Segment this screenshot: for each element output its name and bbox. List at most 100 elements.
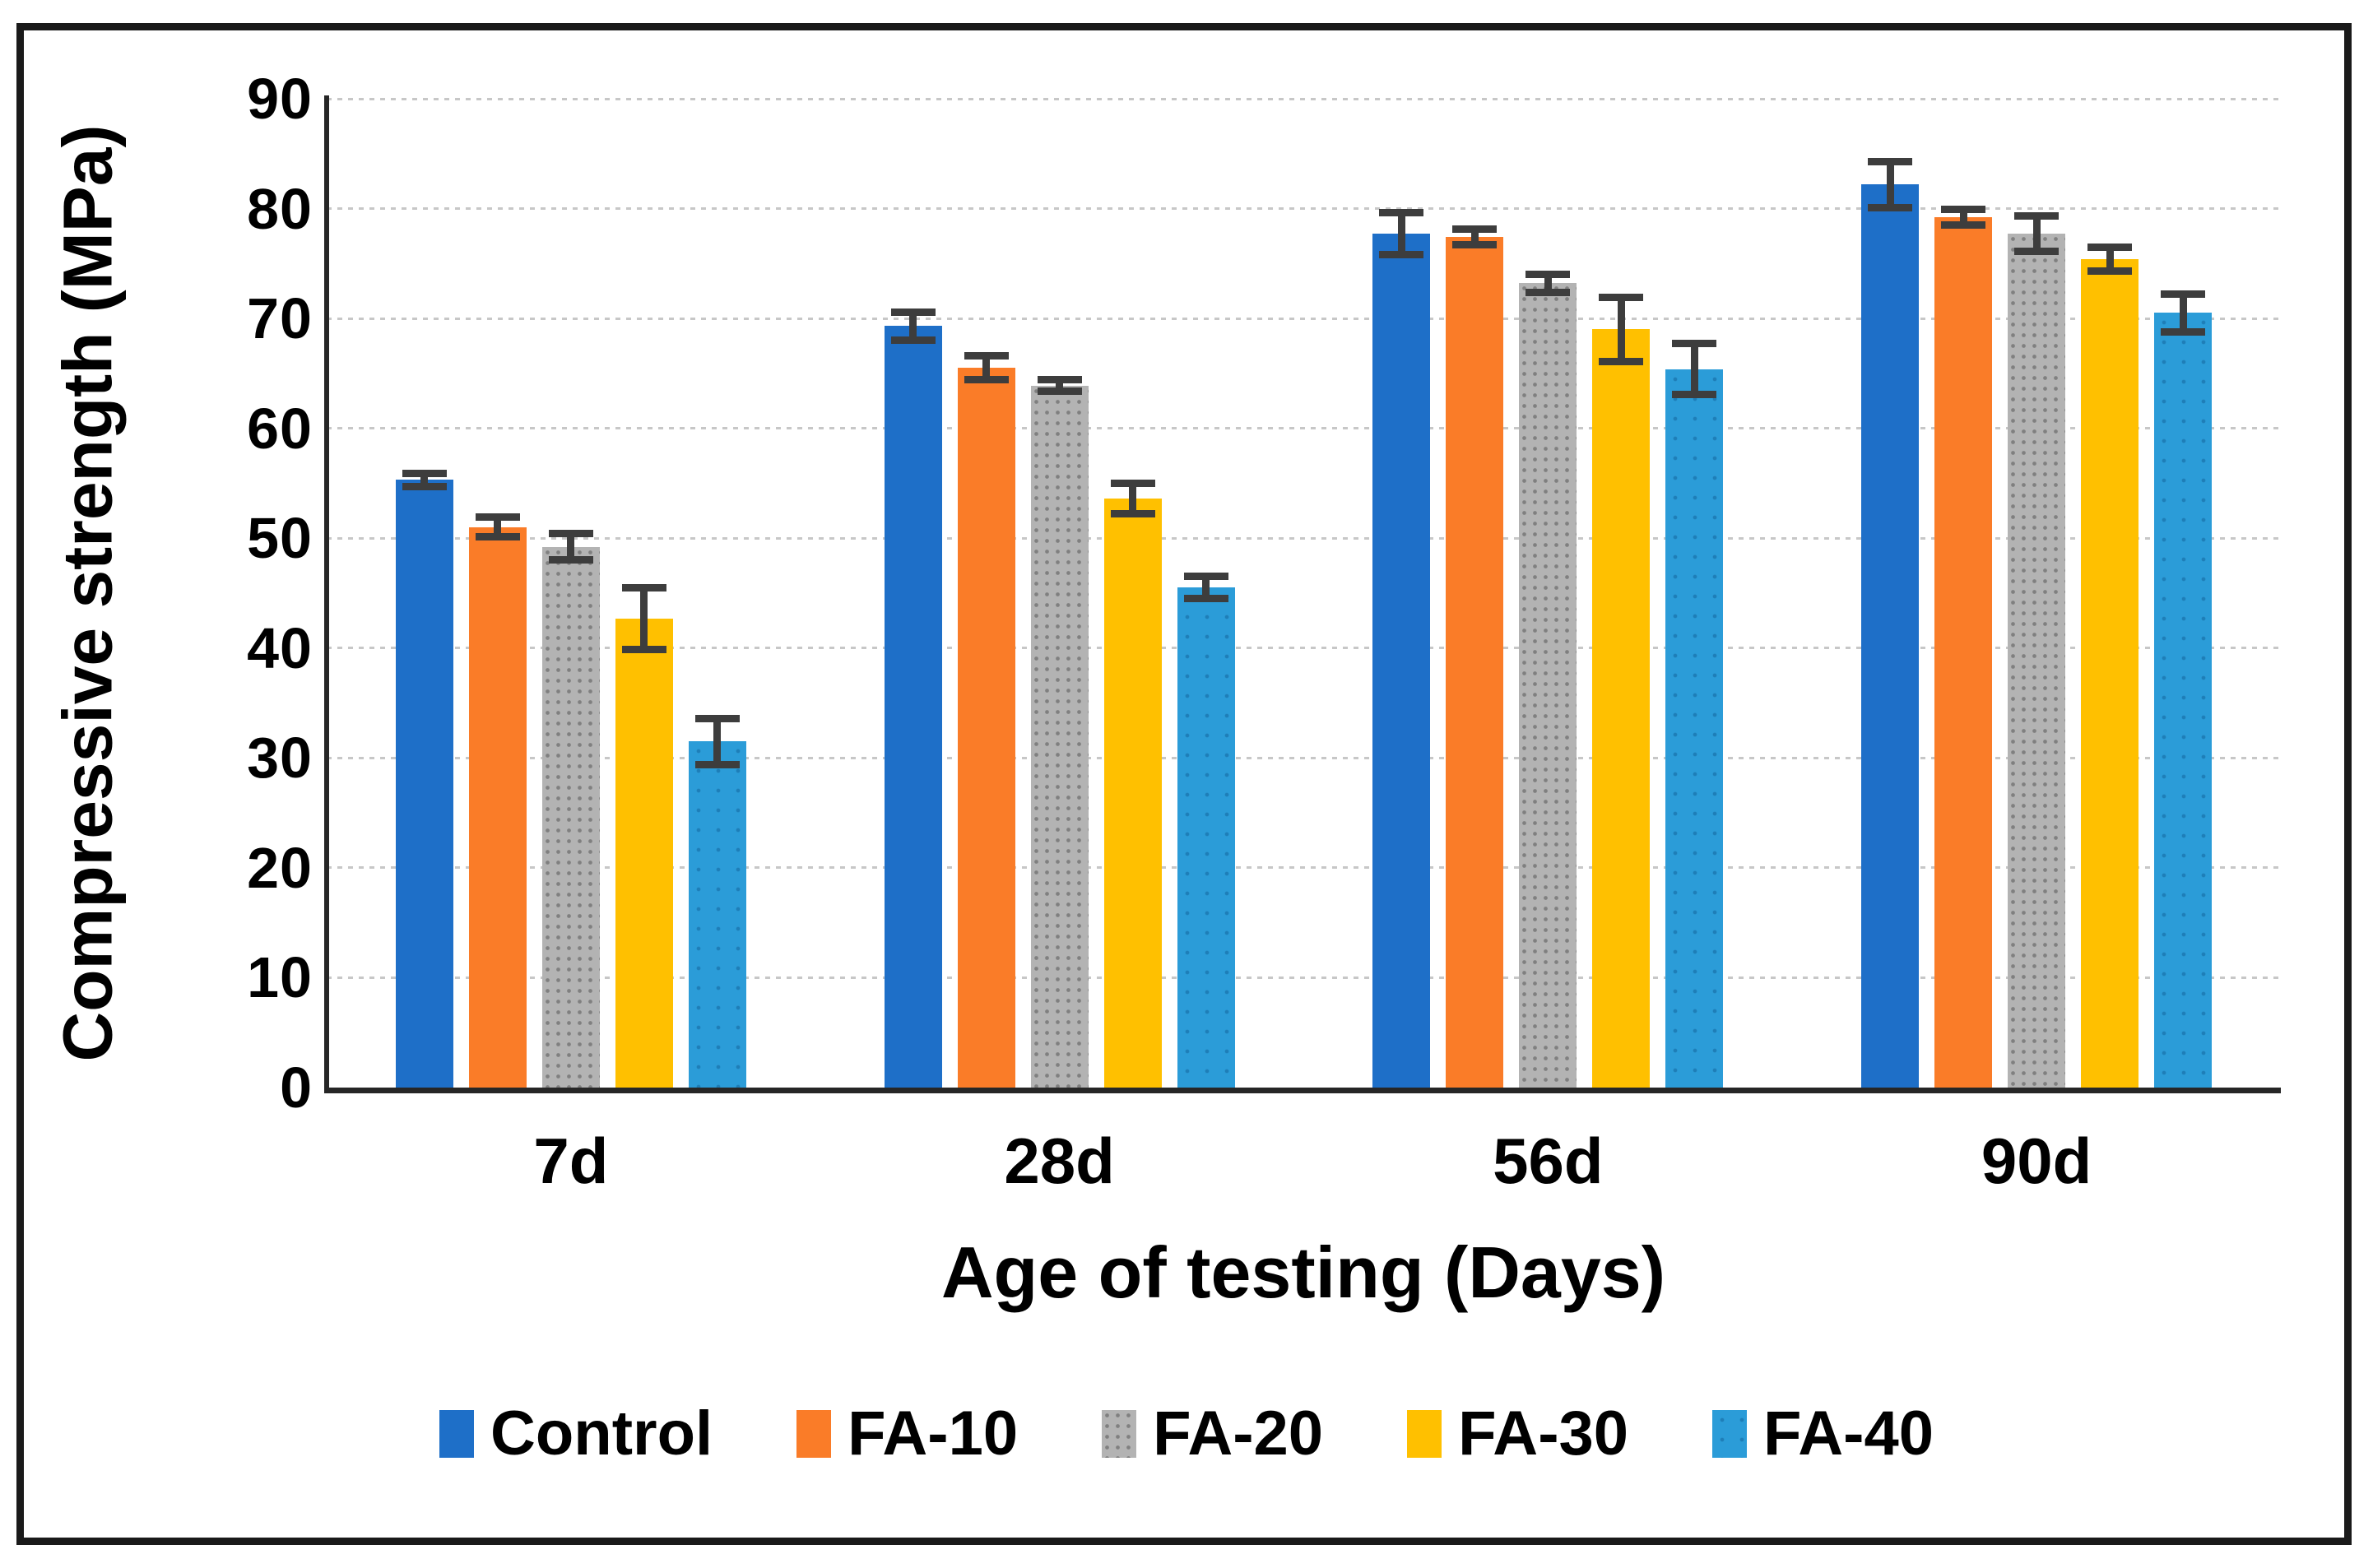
error-bar-cap xyxy=(621,645,666,653)
error-bar-cap xyxy=(475,513,520,522)
error-bar-cap xyxy=(2087,243,2133,251)
error-bar-cap xyxy=(621,583,666,591)
legend-item: FA-20 xyxy=(1102,1401,1323,1467)
bar xyxy=(615,618,673,1088)
legend-swatch xyxy=(439,1410,474,1458)
y-axis-title: Compressive strength (MPa) xyxy=(49,124,127,1062)
bar xyxy=(1519,283,1577,1088)
x-tick-label: 56d xyxy=(1493,1125,1604,1197)
bar xyxy=(1177,587,1235,1088)
error-bar-cap xyxy=(1452,241,1498,249)
error-bar xyxy=(1129,483,1137,514)
y-axis-line xyxy=(324,95,329,1092)
gridline xyxy=(327,427,2281,430)
bar xyxy=(1934,217,1993,1088)
bar xyxy=(2081,258,2139,1088)
legend-label: FA-40 xyxy=(1763,1399,1934,1468)
bar xyxy=(1592,329,1651,1088)
error-bar xyxy=(567,533,575,560)
error-bar-cap xyxy=(1037,387,1082,395)
error-bar-cap xyxy=(1379,209,1424,217)
gridline xyxy=(327,976,2281,979)
error-bar-cap xyxy=(1183,573,1228,581)
bar xyxy=(1372,234,1431,1088)
error-bar xyxy=(909,312,917,341)
error-bar-cap xyxy=(890,308,936,316)
error-bar-cap xyxy=(475,533,520,541)
y-tick-label: 20 xyxy=(247,835,313,900)
error-bar-cap xyxy=(1599,294,1644,302)
error-bar-cap xyxy=(2014,248,2060,256)
gridline xyxy=(327,756,2281,759)
error-bar-cap xyxy=(1526,288,1571,296)
y-tick-label: 90 xyxy=(247,67,313,131)
error-bar-cap xyxy=(1868,157,1913,165)
error-bar-cap xyxy=(2161,290,2206,299)
x-axis-title: Age of testing (Days) xyxy=(940,1232,1666,1313)
error-bar xyxy=(1617,297,1625,362)
bar xyxy=(468,527,527,1088)
y-tick-label: 70 xyxy=(247,286,313,351)
error-bar-cap xyxy=(1672,340,1717,348)
bar xyxy=(1665,369,1724,1088)
error-bar-cap xyxy=(694,760,740,768)
error-bar-cap xyxy=(2014,212,2060,220)
error-bar xyxy=(1056,379,1064,392)
legend-item: Control xyxy=(439,1401,713,1467)
error-bar-cap xyxy=(1183,595,1228,603)
error-bar-cap xyxy=(964,352,1009,360)
x-axis-line xyxy=(324,1088,2281,1093)
error-bar xyxy=(2032,216,2041,252)
error-bar xyxy=(640,587,648,650)
bar xyxy=(395,480,453,1088)
legend-label: FA-30 xyxy=(1458,1399,1629,1468)
error-bar xyxy=(1470,229,1479,245)
bar xyxy=(884,326,942,1088)
legend-swatch xyxy=(1712,1410,1748,1458)
plot-area xyxy=(327,97,2281,1088)
y-tick-label: 40 xyxy=(247,615,313,680)
legend-item: FA-30 xyxy=(1407,1401,1628,1467)
gridline xyxy=(327,317,2281,320)
error-bar-cap xyxy=(1452,225,1498,234)
error-bar-cap xyxy=(548,530,593,538)
error-bar xyxy=(1544,274,1552,293)
x-tick-label: 7d xyxy=(533,1125,609,1197)
error-bar-cap xyxy=(1599,357,1644,365)
bar xyxy=(1103,499,1162,1088)
error-bar-cap xyxy=(1526,271,1571,279)
error-bar xyxy=(1886,161,1894,208)
bar xyxy=(1446,237,1504,1088)
y-tick-label: 10 xyxy=(247,945,313,1010)
y-tick-label: 0 xyxy=(280,1055,313,1120)
legend-label: Control xyxy=(490,1399,713,1468)
bar xyxy=(688,741,746,1088)
error-bar-cap xyxy=(890,336,936,345)
error-bar-cap xyxy=(1110,510,1155,518)
error-bar-cap xyxy=(2161,327,2206,336)
error-bar xyxy=(1397,212,1405,255)
error-bar-cap xyxy=(1941,221,1986,230)
error-bar-cap xyxy=(1672,390,1717,398)
bar xyxy=(541,546,600,1088)
error-bar-cap xyxy=(1037,376,1082,384)
legend-item: FA-40 xyxy=(1712,1401,1934,1467)
error-bar xyxy=(713,718,722,765)
error-bar-cap xyxy=(548,556,593,564)
gridline xyxy=(327,647,2281,650)
bar xyxy=(957,368,1015,1088)
error-bar-cap xyxy=(402,482,447,490)
error-bar xyxy=(494,517,502,537)
legend-label: FA-10 xyxy=(848,1399,1019,1468)
gridline xyxy=(327,97,2281,100)
error-bar-cap xyxy=(1941,206,1986,214)
y-tick-label: 30 xyxy=(247,726,313,791)
x-tick-label: 28d xyxy=(1004,1125,1115,1197)
error-bar-cap xyxy=(402,469,447,477)
gridline xyxy=(327,536,2281,540)
error-bar-cap xyxy=(2087,267,2133,276)
legend-label: FA-20 xyxy=(1153,1399,1324,1468)
legend-swatch xyxy=(796,1410,832,1458)
error-bar xyxy=(2106,247,2114,271)
gridline xyxy=(327,207,2281,211)
